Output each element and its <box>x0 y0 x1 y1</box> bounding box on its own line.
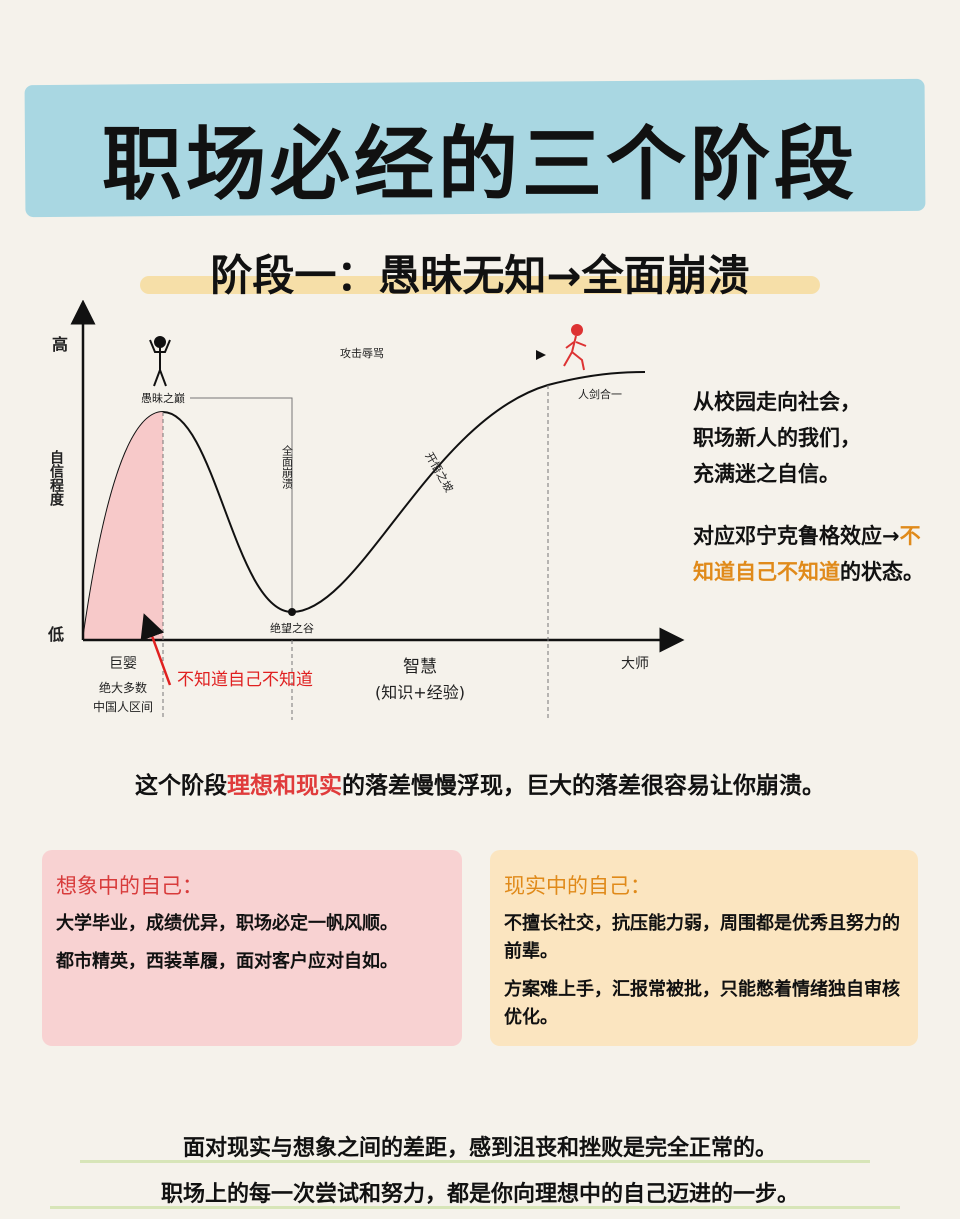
underline <box>50 1206 900 1209</box>
card: 现实中的自己： 不擅长社交，抗压能力弱，周围都是优秀且努力的前辈。 方案难上手，… <box>490 850 918 1046</box>
guide-line <box>190 397 293 612</box>
zone-1-note: 中国人区间 <box>93 699 153 714</box>
y-label: 自信程度 <box>48 449 64 507</box>
title: 职场必经的三个阶段 <box>102 118 858 211</box>
pink-area <box>83 412 163 640</box>
zone-3: 大师 <box>621 656 649 672</box>
text: 这个阶段 <box>135 773 227 799</box>
slope-label: 开悟之坡 <box>422 450 456 495</box>
summary: 这个阶段理想和现实的落差慢慢浮现，巨大的落差很容易让你崩溃。 <box>0 766 960 800</box>
side-line: 职场新人的我们， <box>693 426 861 450</box>
zone-2-note: (知识+经验) <box>375 683 465 702</box>
y-low: 低 <box>47 625 64 644</box>
curve <box>82 371 646 641</box>
card-title: 想象中的自己： <box>56 874 203 898</box>
card: 想象中的自己： 大学毕业，成绩优异，职场必定一帆风顺。 都市精英，西装革履，面对… <box>42 850 462 1046</box>
footer-line: 面对现实与想象之间的差距，感到沮丧和挫败是完全正常的。 <box>182 1136 777 1161</box>
subtitle-highlight <box>140 276 820 294</box>
valley-label: 绝望之谷 <box>270 621 314 635</box>
attack-label: 攻击辱骂 <box>340 346 384 360</box>
zone-1: 巨婴 <box>109 656 137 672</box>
card-item: 都市精英，西装革履，面对客户应对自如。 <box>56 951 398 972</box>
side-paragraph: 对应邓宁克鲁格效应→不知道自己不知道的状态。 <box>693 518 925 590</box>
text: 的状态。 <box>840 560 924 584</box>
zone-dividers <box>162 385 549 720</box>
card-title: 现实中的自己： <box>504 874 651 898</box>
annotation: 不知道自己不知道 <box>177 670 313 690</box>
runner-figure <box>563 324 587 371</box>
subtitle: 阶段一：愚昧无知→全面崩溃 <box>210 251 750 300</box>
stick-figure <box>149 336 171 387</box>
annotation-arrow <box>140 613 172 686</box>
valley-dot <box>288 608 296 616</box>
side-line: 从校园走向社会， <box>693 390 861 414</box>
underline <box>80 1160 870 1163</box>
dunning-kruger-diagram: 高 低 自信程度 愚昧之巅 攻击辱骂 全面崩溃 开悟之坡 人剑合一 绝望之谷 巨… <box>47 300 685 720</box>
side-line: 充满迷之自信。 <box>693 462 840 486</box>
highlight: 不知道自己不知道 <box>693 524 921 584</box>
card-item: 不擅长社交，抗压能力弱，周围都是优秀且努力的前辈。 <box>504 913 900 962</box>
card-item: 大学毕业，成绩优异，职场必定一帆风顺。 <box>56 913 398 934</box>
side-text: 从校园走向社会， 职场新人的我们， 充满迷之自信。 对应邓宁克鲁格效应→不知道自… <box>693 384 925 590</box>
highlight: 理想和现实 <box>227 773 342 799</box>
card-item: 方案难上手，汇报常被批，只能憋着情绪独自审核优化。 <box>504 979 900 1028</box>
y-high: 高 <box>52 335 68 354</box>
footer-line: 职场上的每一次尝试和努力，都是你向理想中的自己迈进的一步。 <box>160 1182 799 1207</box>
peak-label: 愚昧之巅 <box>141 391 185 405</box>
text: 对应邓宁克鲁格效应→ <box>693 524 900 548</box>
collapse-label: 全面崩溃 <box>281 444 294 490</box>
arrow-mark <box>536 350 546 360</box>
text: 的落差慢慢浮现，巨大的落差很容易让你崩溃。 <box>342 773 825 799</box>
zone-1-note: 绝大多数 <box>99 680 147 695</box>
zone-2: 智慧 <box>403 657 437 677</box>
mastery-label: 人剑合一 <box>578 387 622 401</box>
